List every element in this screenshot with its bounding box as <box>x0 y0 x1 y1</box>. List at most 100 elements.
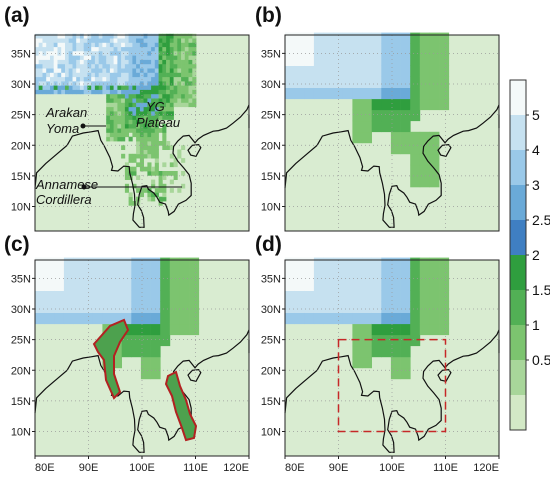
terrain-cell <box>151 42 156 48</box>
terrain-cell <box>177 46 182 52</box>
terrain-cell <box>181 63 186 69</box>
terrain-cell <box>98 80 103 86</box>
field-cell <box>35 268 45 280</box>
field-cell <box>140 312 151 325</box>
terrain-cell <box>162 188 167 193</box>
field-cell <box>54 257 65 269</box>
terrain-cell <box>192 80 197 86</box>
colorbar-swatch <box>510 220 526 256</box>
terrain-cell <box>162 192 167 198</box>
terrain-cell <box>132 85 137 90</box>
field-cell <box>140 345 151 358</box>
terrain-cell <box>169 59 174 65</box>
terrain-cell <box>181 158 186 163</box>
lon-tick-label: 110E <box>433 462 458 474</box>
field-cell <box>150 367 161 380</box>
terrain-cell <box>154 80 159 86</box>
field-cell <box>92 312 103 325</box>
terrain-cell <box>143 50 148 56</box>
axis-ticks: 35N 30N 25N 20N 15N 10N <box>261 48 285 214</box>
terrain-cell <box>106 55 111 60</box>
lat-tick-label: 15N <box>11 396 31 408</box>
terrain-cell <box>162 93 167 99</box>
terrain-cell <box>147 42 152 48</box>
terrain-cell <box>169 55 174 60</box>
terrain-cell <box>68 46 73 52</box>
terrain-cell <box>113 85 118 90</box>
field-cell <box>381 334 392 347</box>
terrain-cell <box>151 89 156 95</box>
terrain-cell <box>61 38 66 43</box>
terrain-cell <box>151 59 156 65</box>
terrain-cell <box>136 128 141 133</box>
terrain-cell <box>42 33 47 39</box>
terrain-cell <box>147 115 152 120</box>
field-cell <box>102 268 113 280</box>
terrain-cell <box>46 38 51 43</box>
terrain-cell <box>139 102 144 108</box>
terrain-cell <box>143 85 148 90</box>
lat-tick-label: 30N <box>261 304 281 316</box>
field-cell <box>35 257 45 269</box>
terrain-cell <box>151 192 156 198</box>
terrain-cell <box>188 85 193 90</box>
lat-tick-label: 10N <box>261 427 281 439</box>
terrain-cell <box>132 98 137 103</box>
terrain-cell <box>169 102 174 108</box>
terrain-cell <box>147 89 152 95</box>
terrain-cell <box>68 59 73 65</box>
terrain-cell <box>113 128 118 133</box>
colorbar-label: 1 <box>532 317 540 333</box>
colorbar-swatch <box>510 150 526 186</box>
terrain-cell <box>132 93 137 99</box>
terrain-cell <box>38 76 43 82</box>
terrain-cell <box>65 38 70 43</box>
terrain-cell <box>192 102 197 108</box>
terrain-cell <box>117 89 122 95</box>
field-cell <box>419 98 430 111</box>
field-cell <box>63 257 74 269</box>
terrain-cell <box>136 175 141 180</box>
terrain-cell <box>169 115 174 120</box>
terrain-cell <box>162 63 167 69</box>
field-cell <box>429 43 440 55</box>
field-cell <box>371 43 382 55</box>
field-cell <box>131 334 142 347</box>
terrain-cell <box>87 59 92 65</box>
terrain-cell <box>132 111 137 116</box>
terrain-cell <box>76 59 81 65</box>
field-cell <box>371 109 382 122</box>
field-cell <box>352 76 363 88</box>
field-cell <box>342 76 353 88</box>
field-cell <box>410 153 421 166</box>
terrain-cell <box>154 192 159 198</box>
terrain-cell <box>53 42 58 48</box>
field-cell <box>429 268 440 280</box>
terrain-cell <box>65 76 70 82</box>
field-cell <box>63 312 74 325</box>
field-cell <box>352 290 363 302</box>
terrain-cell <box>169 68 174 73</box>
terrain-cell <box>46 63 51 69</box>
field-cell <box>362 54 372 66</box>
terrain-cell <box>158 68 163 73</box>
terrain-cell <box>154 33 159 39</box>
terrain-cell <box>139 162 144 168</box>
field-cell <box>140 356 151 369</box>
colorbar-swatch <box>510 80 526 116</box>
terrain-cell <box>128 171 133 176</box>
field-cell <box>313 279 324 291</box>
terrain-cell <box>53 76 58 82</box>
terrain-cell <box>143 166 148 172</box>
field-cell <box>73 279 84 291</box>
terrain-cell <box>72 89 77 95</box>
lat-tick-label: 25N <box>261 335 281 347</box>
terrain-cell <box>158 98 163 103</box>
terrain-cell <box>188 80 193 86</box>
terrain-cell <box>102 63 107 69</box>
field-cell <box>342 279 353 291</box>
terrain-cell <box>128 63 133 69</box>
field-cell <box>44 290 55 302</box>
lat-tick-label: 30N <box>11 304 31 316</box>
field-cell <box>410 164 421 177</box>
